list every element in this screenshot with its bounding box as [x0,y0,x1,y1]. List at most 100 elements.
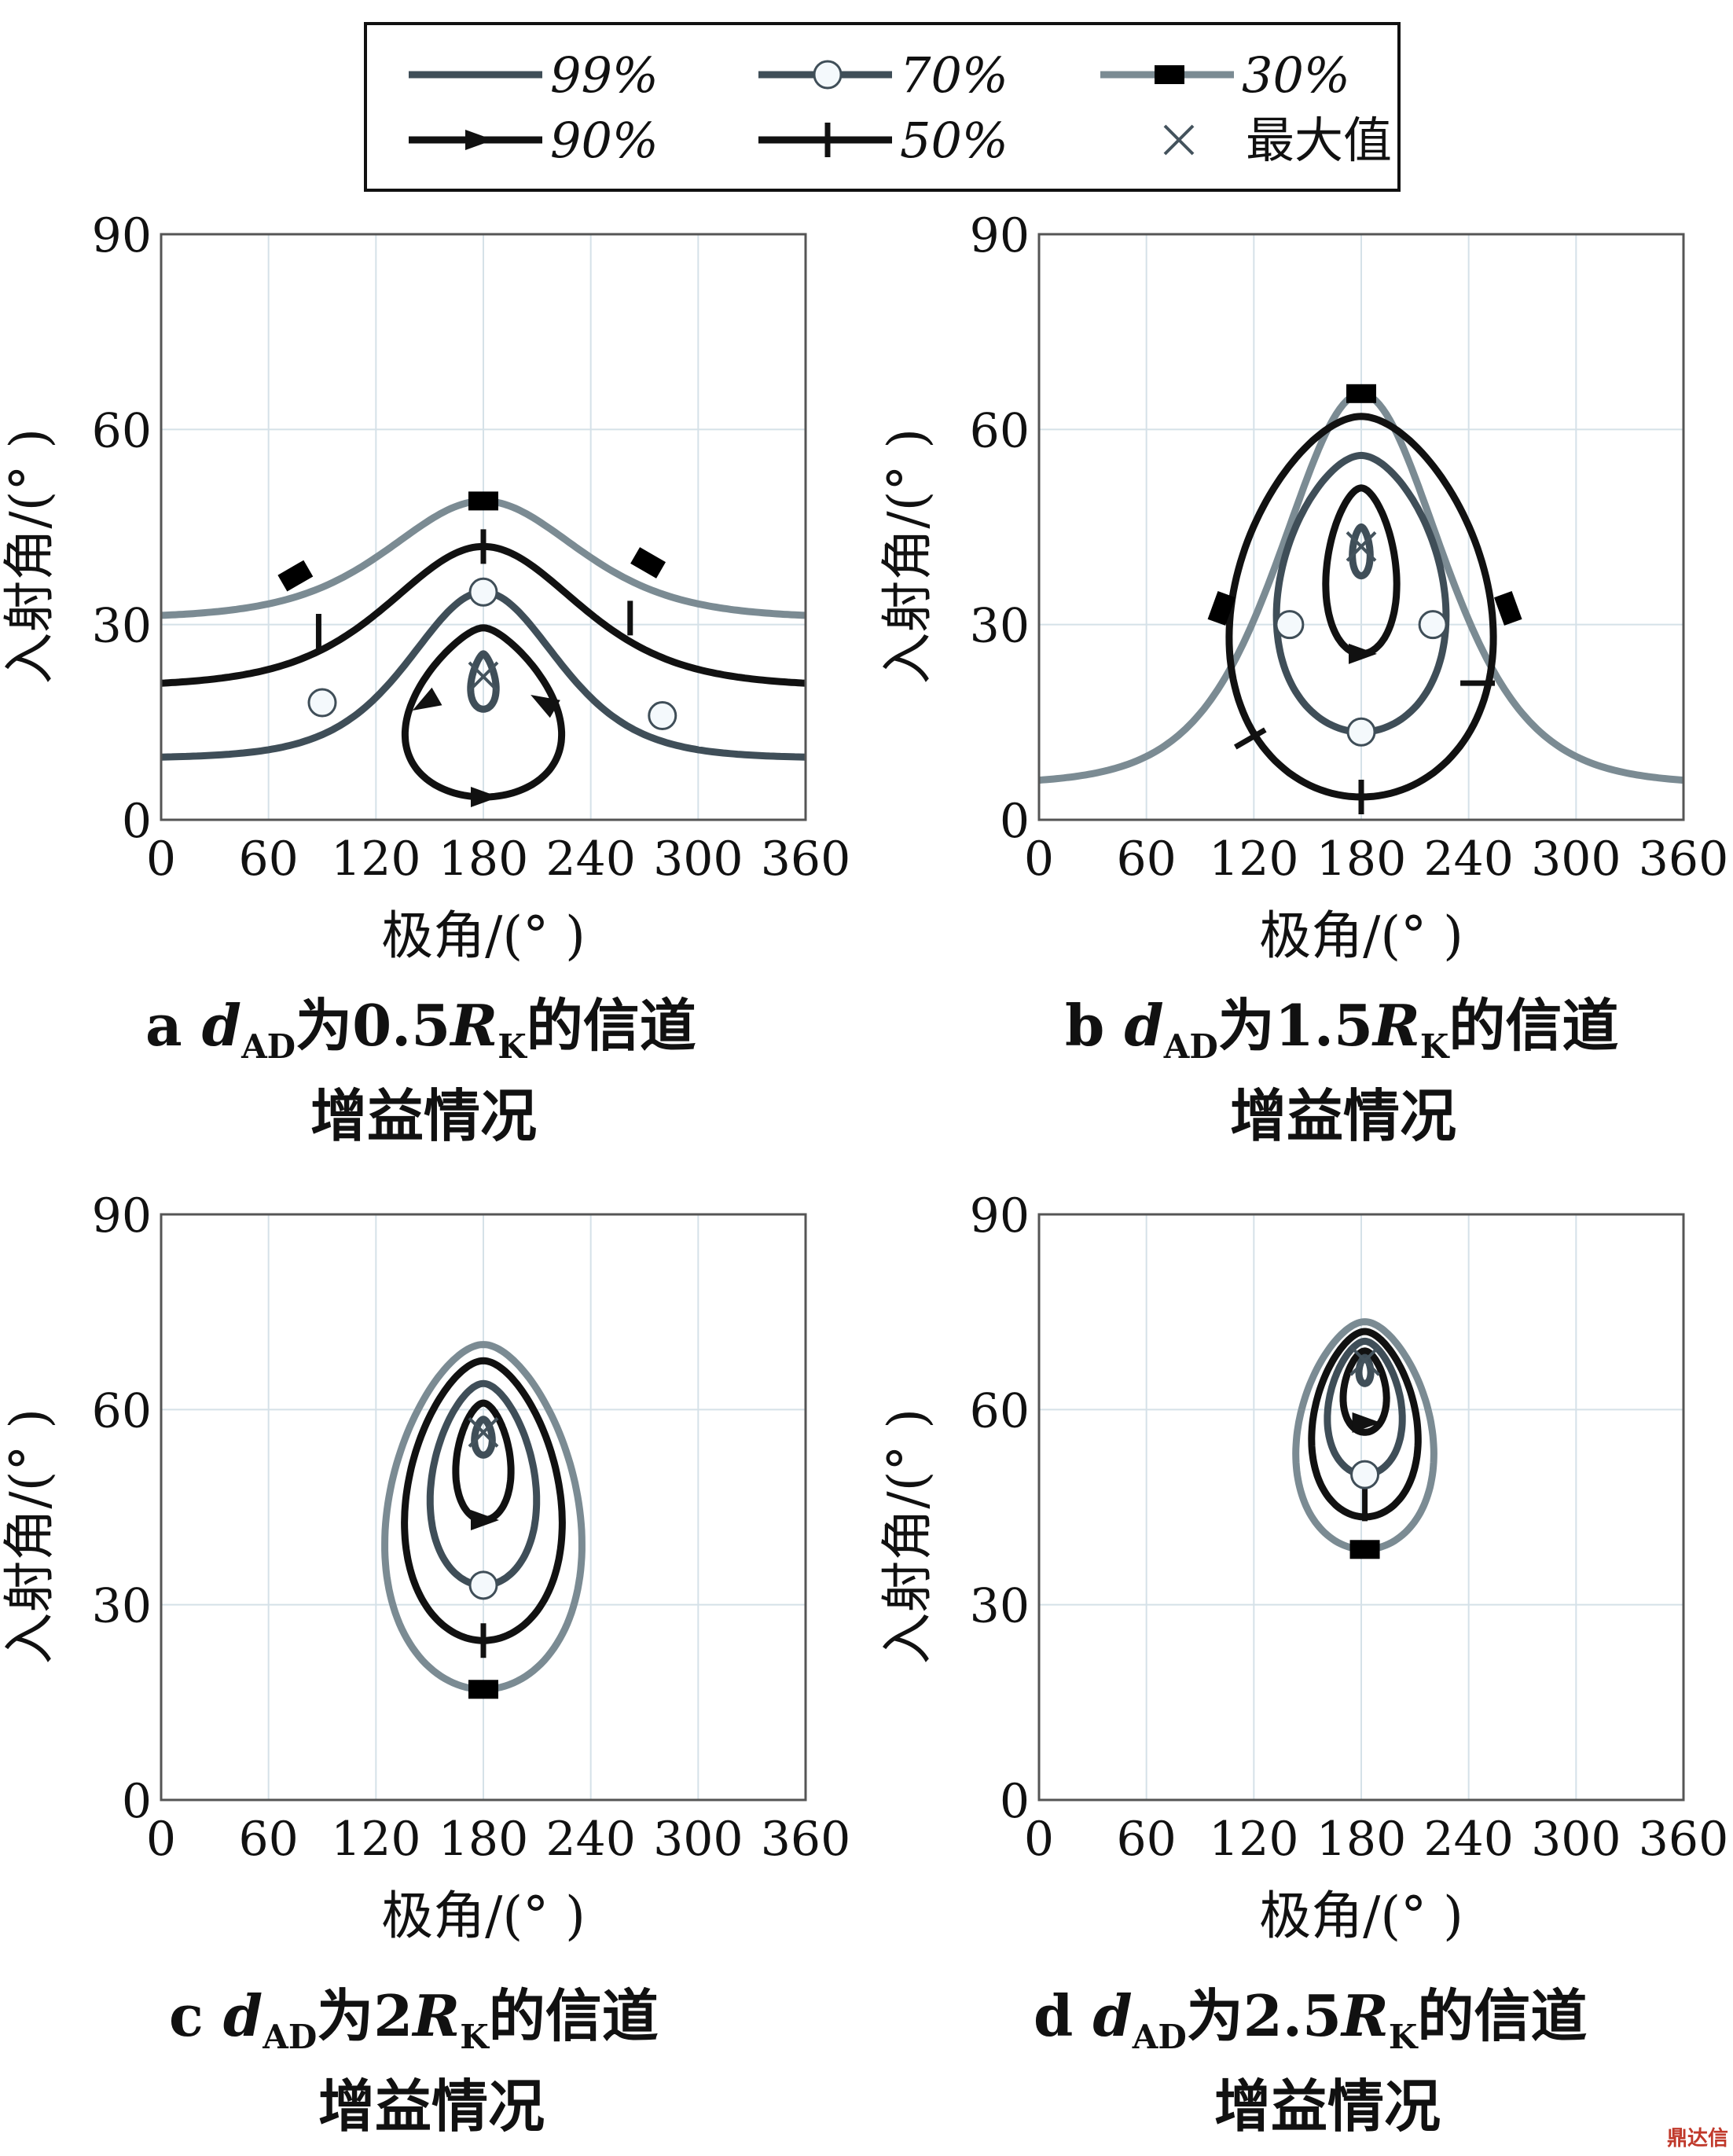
x-tick-label: 180 [1316,832,1407,887]
y-tick-label: 90 [970,1188,1030,1243]
panel-caption: c dAD为2RK的信道 [169,1982,659,2056]
y-tick-label: 0 [122,1774,152,1829]
series-marker-30pct [1494,591,1522,626]
legend-label: 50% [900,112,1008,169]
series-marker-90pct [412,687,442,711]
x-tick-label: 120 [1209,1812,1299,1867]
x-axis-label: 极角/(° ) [381,1886,586,1946]
panel-caption: d dAD为2.5RK的信道 [1034,1982,1587,2056]
x-tick-label: 240 [545,832,636,887]
x-tick-label: 360 [761,832,851,887]
chart-panel-c: 0 60 120 180 240 300 360 0 30 60 90 极角/(° ) 入射角/(° )… [0,1188,850,2139]
series-marker-70pct [1418,610,1448,640]
x-axis-label: 极角/(° ) [381,905,586,966]
chart-panel-b: 0 60 120 180 240 300 360 0 30 60 90 极角/(° ) 入射角/(° )… [877,208,1728,1149]
y-tick-label: 60 [92,1383,152,1438]
series-marker-90pct [471,787,499,808]
y-tick-label: 0 [1000,794,1030,849]
x-tick-label: 0 [1024,1812,1054,1867]
series-marker-30pct [468,1680,498,1699]
y-tick-label: 30 [970,1579,1030,1634]
legend-marker [465,130,494,150]
series-marker-70pct [468,1570,498,1600]
legend-box [364,22,1401,192]
x-tick-label: 300 [1531,1812,1621,1867]
x-tick-label: 240 [1423,1812,1514,1867]
x-axis-label: 极角/(° ) [1259,1886,1463,1946]
series-marker-30pct [1349,1540,1380,1559]
x-tick-label: 120 [1209,832,1299,887]
series-marker-30pct [468,491,498,511]
panel-caption-line2: 增益情况 [1230,1082,1456,1149]
legend-item: 30% [1100,46,1350,104]
y-tick-label: 30 [92,599,152,654]
panel-caption-line2: 增益情况 [310,1082,537,1149]
x-tick-label: 300 [1531,832,1621,887]
y-tick-label: 90 [92,208,152,263]
y-tick-label: 30 [92,1579,152,1634]
x-tick-label: 0 [146,832,176,887]
x-tick-label: 180 [439,832,529,887]
series-marker-30pct [1346,384,1376,403]
plot-frame [1037,1213,1685,1802]
x-tick-label: 180 [439,1812,529,1867]
x-tick-label: 60 [1116,832,1176,887]
legend-label: 最大值 [1246,112,1392,169]
panel-caption-line2: 增益情况 [1214,2073,1441,2139]
x-tick-label: 300 [653,1812,744,1867]
max-value-marker [468,661,499,692]
x-tick-label: 60 [238,832,298,887]
series-marker-90pct [531,695,560,718]
legend-item: 70% [758,46,1008,104]
y-tick-label: 30 [970,599,1030,654]
panel-caption: b dAD为1.5RK的信道 [1065,992,1618,1066]
x-tick-label: 0 [1024,832,1054,887]
legend-marker [813,60,843,90]
max-value-marker [1346,531,1377,562]
series-marker-70pct [1346,717,1376,747]
y-tick-label: 60 [970,1383,1030,1438]
x-tick-label: 360 [761,1812,851,1867]
chart-panel-a: 0 60 120 180 240 300 360 0 30 60 90 极角/(° ) 入射角/(° )… [0,208,850,1149]
legend-item: 50% [758,112,1008,169]
series-marker-30pct [630,547,666,578]
legend-marker [1163,124,1195,156]
x-tick-label: 240 [545,1812,636,1867]
series-marker-90pct [1352,1412,1381,1433]
y-tick-label: 0 [1000,1774,1030,1829]
y-axis-label: 入射角/(° ) [0,1409,60,1665]
x-tick-label: 180 [1316,1812,1407,1867]
legend-marker [1155,65,1184,84]
x-tick-label: 240 [1423,832,1514,887]
series-marker-90pct [471,1510,499,1531]
series-marker-30pct [277,560,314,592]
series-line-90pct [1339,1347,1390,1436]
chart-panel-d: 0 60 120 180 240 300 360 0 30 60 90 极角/(° ) 入射角/(° )… [877,1188,1728,2139]
series-marker-70pct [468,577,498,607]
plot-frame [1037,233,1685,821]
x-tick-label: 60 [1116,1812,1176,1867]
y-axis-label: 入射角/(° ) [877,428,938,685]
x-tick-label: 120 [331,1812,421,1867]
legend-label: 90% [550,112,659,169]
max-value-marker [1349,1345,1380,1376]
x-tick-label: 60 [238,1812,298,1867]
legend-label: 70% [900,46,1008,104]
y-tick-label: 60 [970,403,1030,458]
series-marker-90pct [1349,643,1377,664]
watermark-text: 鼎达信 [1666,2127,1728,2150]
y-tick-label: 90 [970,208,1030,263]
plot-frame [160,1213,807,1802]
plot-frame [160,233,807,821]
series-marker-70pct [648,701,677,731]
x-tick-label: 360 [1639,1812,1729,1867]
x-tick-label: 120 [331,832,421,887]
series-marker-70pct [1275,610,1305,640]
panel-caption-line2: 增益情况 [318,2073,545,2139]
legend-item: 99% [409,46,659,104]
legend-item: 90% [409,112,659,169]
legend-label: 30% [1242,46,1350,104]
y-axis-label: 入射角/(° ) [0,428,60,685]
x-tick-label: 300 [653,832,744,887]
